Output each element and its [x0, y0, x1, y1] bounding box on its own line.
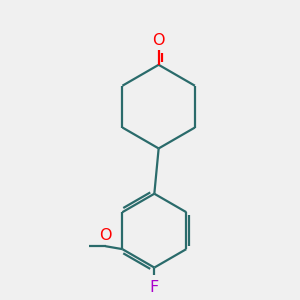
Text: F: F: [150, 280, 159, 295]
Text: O: O: [99, 228, 112, 243]
Text: O: O: [152, 33, 165, 48]
